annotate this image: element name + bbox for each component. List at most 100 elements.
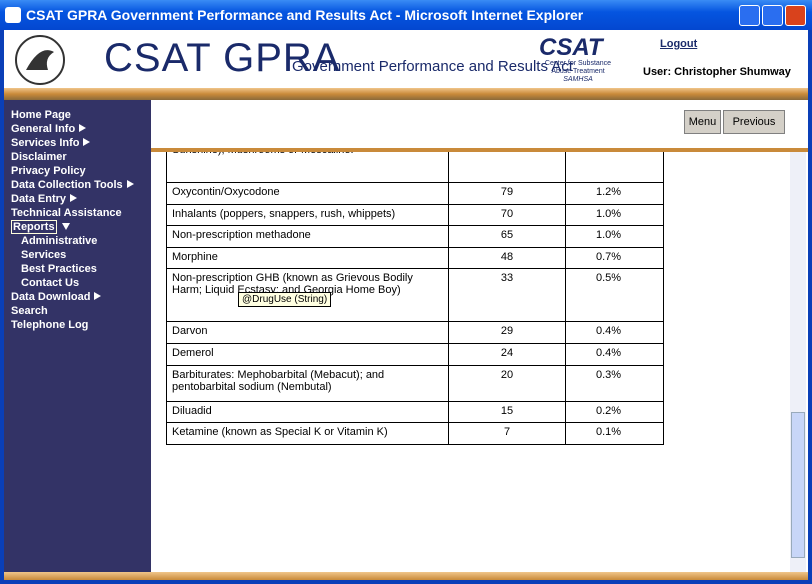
toolbar-line — [151, 148, 808, 152]
toolbar-button[interactable]: Menu — [684, 110, 721, 134]
nav-link[interactable]: Home Page — [4, 108, 151, 122]
table-row: Non-prescription GHB (known as Grievous … — [166, 268, 664, 322]
logout-link[interactable]: Logout — [660, 38, 698, 50]
nav-link[interactable]: Best Practices — [4, 262, 151, 276]
table-cell: 0.7% — [565, 247, 664, 269]
table-cell: 33 — [448, 268, 566, 322]
nav-label[interactable]: Reports — [11, 220, 57, 234]
nav-link[interactable]: Contact Us — [4, 276, 151, 290]
table-cell: 0.1% — [565, 422, 664, 445]
nav-label[interactable]: Best Practices — [21, 263, 97, 275]
nav-link[interactable]: Disclaimer — [4, 150, 151, 164]
nav-link[interactable]: Services Info — [4, 136, 151, 150]
app-icon — [5, 7, 21, 23]
window-title: CSAT GPRA Government Performance and Res… — [26, 7, 584, 23]
nav-arrow — [94, 292, 102, 300]
nav-arrow — [126, 180, 134, 188]
title-bar: CSAT GPRA Government Performance and Res… — [0, 0, 812, 30]
table-cell: 65 — [448, 225, 566, 248]
nav-label[interactable]: Data Collection Tools — [11, 179, 123, 191]
maximize-button[interactable] — [762, 5, 783, 26]
nav-label[interactable]: Telephone Log — [11, 319, 89, 331]
nav-link[interactable]: Data Download — [4, 290, 151, 304]
table-cell: 15 — [448, 401, 566, 423]
nav-label[interactable]: Privacy Policy — [11, 165, 86, 177]
table-cell: Non-prescription methadone — [166, 225, 449, 248]
table-row: Diluadid 15 0.2% — [166, 401, 664, 423]
logo-line: Center for Substance — [544, 60, 612, 67]
nav-label[interactable]: Contact Us — [21, 277, 80, 289]
nav-link[interactable]: Reports — [4, 220, 151, 234]
nav-label[interactable]: Search — [11, 305, 48, 317]
nav-label[interactable]: Home Page — [11, 109, 71, 121]
table-cell: Morphine — [166, 247, 449, 269]
table-cell: 79 — [448, 182, 566, 205]
nav-label[interactable]: Disclaimer — [11, 151, 67, 163]
nav-link[interactable]: Data Collection Tools — [4, 178, 151, 192]
table-row: Inhalants (poppers, snappers, rush, whip… — [166, 204, 664, 226]
nav-menu: Home Page General Info Services Info Discla… — [4, 100, 151, 572]
table-row: Oxycontin/Oxycodone 79 1.2% — [166, 182, 664, 205]
table-cell: 70 — [448, 204, 566, 226]
report-table: Sunshine), Mushrooms or Mescaline.Oxycon… — [166, 152, 664, 445]
table-cell: 1.2% — [565, 182, 664, 205]
nav-label[interactable]: Services — [21, 249, 67, 261]
table-cell — [448, 152, 566, 183]
nav-link[interactable]: Technical Assistance — [4, 206, 151, 220]
nav-link[interactable]: Telephone Log — [4, 318, 151, 332]
table-cell: Diluadid — [166, 401, 449, 423]
table-cell: Darvon — [166, 321, 449, 344]
nav-label[interactable]: Administrative — [21, 235, 98, 247]
table-cell: Non-prescription GHB (known as Grievous … — [166, 268, 449, 322]
nav-link[interactable]: Services — [4, 248, 151, 262]
nav-arrow — [83, 138, 91, 146]
table-row: Darvon 29 0.4% — [166, 321, 664, 344]
nav-link[interactable]: Privacy Policy — [4, 164, 151, 178]
table-cell: 0.5% — [565, 268, 664, 322]
table-cell: 20 — [448, 365, 566, 402]
close-button[interactable] — [785, 5, 806, 26]
table-row: Morphine 48 0.7% — [166, 247, 664, 269]
nav-link[interactable]: Search — [4, 304, 151, 318]
nav-label[interactable]: General Info — [11, 123, 76, 135]
nav-arrow — [61, 223, 70, 230]
nav-link[interactable]: Administrative — [4, 234, 151, 248]
toolbar-button[interactable]: Previous — [723, 110, 785, 134]
table-cell: 0.4% — [565, 343, 664, 366]
csat-logo: CSAT — [539, 34, 603, 61]
scrollbar[interactable] — [790, 152, 806, 572]
toolbar: Menu Previous — [151, 100, 808, 150]
table-cell: 24 — [448, 343, 566, 366]
table-cell: 29 — [448, 321, 566, 344]
nav-link[interactable]: General Info — [4, 122, 151, 136]
table-cell: 1.0% — [565, 204, 664, 226]
header: CSAT GPRA Government Performance and Res… — [4, 30, 808, 88]
table-cell: 7 — [448, 422, 566, 445]
table-row: Ketamine (known as Special K or Vitamin … — [166, 422, 664, 445]
minimize-button[interactable] — [739, 5, 760, 26]
hhs-seal — [15, 35, 65, 85]
table-cell: Inhalants (poppers, snappers, rush, whip… — [166, 204, 449, 226]
nav-label[interactable]: Technical Assistance — [11, 207, 122, 219]
table-cell — [565, 152, 664, 183]
nav-label[interactable]: Data Entry — [11, 193, 67, 205]
footer-stripe — [4, 572, 808, 580]
nav-label[interactable]: Services Info — [11, 137, 80, 149]
table-row: Sunshine), Mushrooms or Mescaline. — [166, 152, 664, 183]
nav-link[interactable]: Data Entry — [4, 192, 151, 206]
table-row: Demerol 24 0.4% — [166, 343, 664, 366]
site-subtitle: Government Performance and Results Act — [292, 58, 573, 75]
table-cell: Barbiturates: Mephobarbital (Mebacut); a… — [166, 365, 449, 402]
nav-label[interactable]: Data Download — [11, 291, 91, 303]
logo-line: SAMHSA — [563, 76, 593, 83]
table-cell: 0.3% — [565, 365, 664, 402]
table-cell: Demerol — [166, 343, 449, 366]
table-cell: 1.0% — [565, 225, 664, 248]
table-cell: 0.4% — [565, 321, 664, 344]
scroll-thumb[interactable] — [791, 412, 805, 558]
table-cell: Sunshine), Mushrooms or Mescaline. — [166, 152, 449, 183]
user-label: User: Christopher Shumway — [643, 66, 791, 78]
table-cell: Ketamine (known as Special K or Vitamin … — [166, 422, 449, 445]
browser-content: CSAT GPRA Government Performance and Res… — [4, 30, 808, 580]
